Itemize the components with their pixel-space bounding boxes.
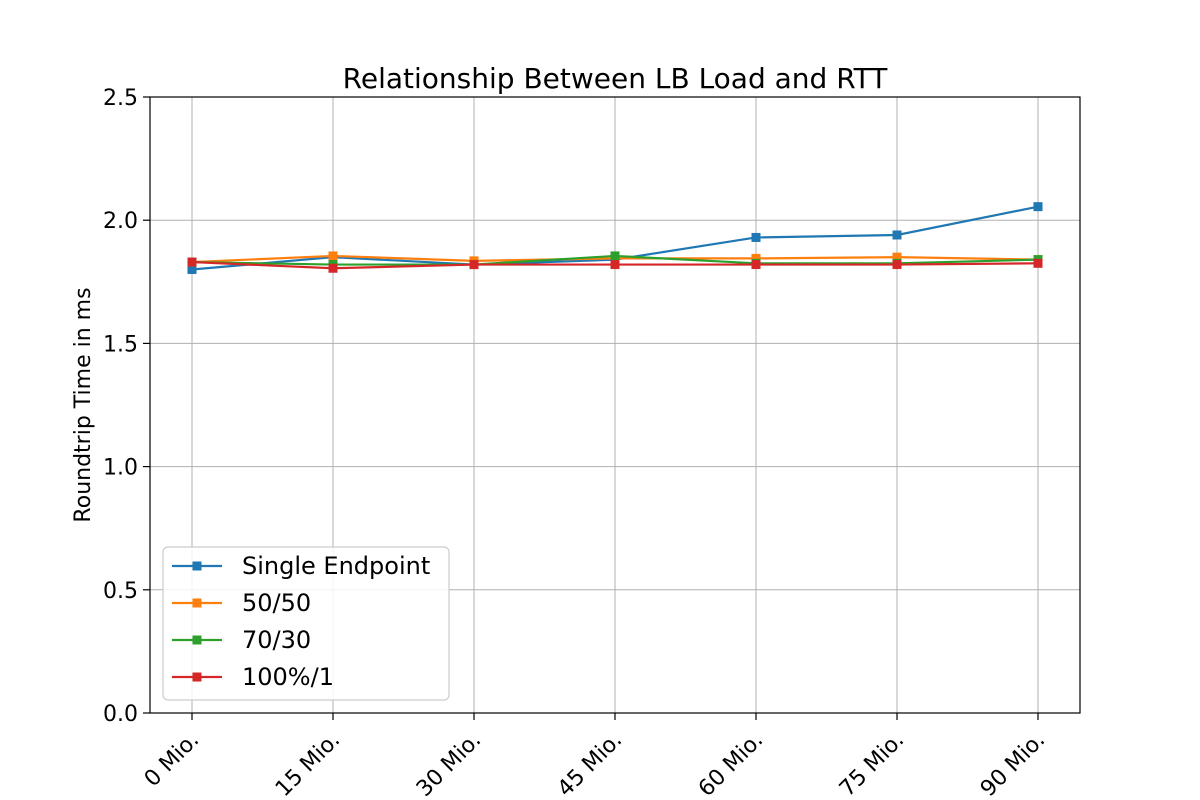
series-3 <box>187 257 1043 273</box>
data-point <box>610 251 620 261</box>
x-tick-label: 30 Mio. <box>412 728 486 800</box>
chart-title: Relationship Between LB Load and RTT <box>343 62 889 95</box>
x-tick-label: 75 Mio. <box>835 728 909 800</box>
legend-marker <box>192 598 202 608</box>
data-point <box>328 263 338 273</box>
data-point <box>610 260 620 270</box>
data-point <box>751 232 761 242</box>
data-point <box>328 251 338 261</box>
data-point <box>751 253 761 263</box>
y-axis-label: Roundtrip Time in ms <box>71 287 96 522</box>
legend-label: 100%/1 <box>242 663 334 691</box>
legend-label: 70/30 <box>242 626 311 654</box>
data-point <box>469 260 479 270</box>
y-tick-label: 0.0 <box>103 702 138 727</box>
data-point <box>187 257 197 267</box>
data-point <box>1033 258 1043 268</box>
y-tick-label: 2.5 <box>103 86 138 111</box>
x-tick-label: 60 Mio. <box>694 728 768 800</box>
series-layer <box>187 202 1043 274</box>
legend-frame <box>162 546 450 701</box>
y-tick-label: 0.5 <box>103 579 138 604</box>
data-point <box>892 230 902 240</box>
data-point <box>892 252 902 262</box>
data-point <box>892 260 902 270</box>
legend-label: 50/50 <box>242 589 311 617</box>
y-tick-label: 1.0 <box>103 456 138 481</box>
y-tick-label: 1.5 <box>103 332 138 357</box>
legend-label: Single Endpoint <box>242 552 430 580</box>
data-point <box>1033 202 1043 212</box>
x-tick-label: 45 Mio. <box>553 728 627 800</box>
legend: Single Endpoint 50/50 70/30 100%/1 <box>162 546 450 701</box>
x-tick-label: 0 Mio. <box>140 728 204 792</box>
y-tick-label: 2.0 <box>103 209 138 234</box>
data-point <box>751 260 761 270</box>
x-tick-label: 90 Mio. <box>976 728 1050 800</box>
legend-marker <box>192 672 202 682</box>
legend-marker <box>192 635 202 645</box>
x-tick-label: 15 Mio. <box>271 728 345 800</box>
legend-marker <box>192 561 202 571</box>
data-point <box>187 264 197 274</box>
